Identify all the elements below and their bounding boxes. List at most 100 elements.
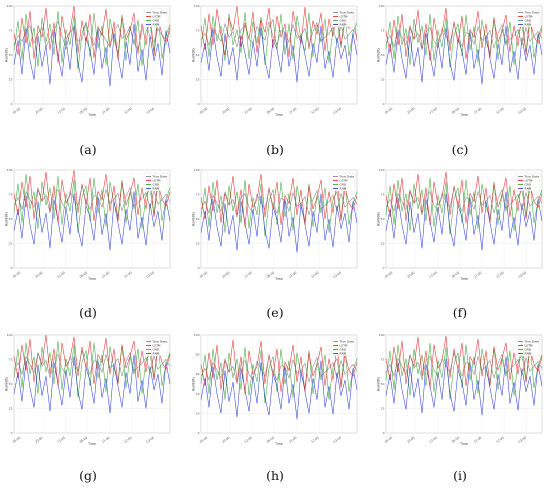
series-line-rnn: [385, 191, 543, 251]
x-tick-label: 12:00: [495, 106, 504, 114]
x-tick-label: 20:00: [221, 106, 230, 114]
series-line-rnn: [13, 23, 171, 87]
y-tick-label: 75: [196, 29, 200, 33]
caption-d: (d): [79, 305, 97, 320]
caption-i: (i): [453, 468, 467, 483]
y-tick-label: 50: [196, 217, 200, 221]
x-tick-label: 06:00: [451, 106, 460, 114]
legend-label: GRU: [153, 19, 160, 23]
x-tick-label: 21:00: [101, 435, 110, 443]
x-tick-label: 06:00: [451, 270, 460, 278]
x-tick-label: 20:00: [34, 106, 43, 114]
x-tick-label: 05:00: [12, 106, 21, 114]
series-line-true-data: [200, 21, 358, 48]
x-tick-label: 20:00: [221, 270, 230, 278]
legend-label: GRU: [525, 348, 532, 352]
chart-f: 0 25 50 75 100 05:00 20:00 11:00 06:00 21:00 12:00…: [377, 168, 543, 281]
y-tick-label: 25: [9, 242, 13, 246]
chart-panel-f: 0 25 50 75 100 05:00 20:00 11:00 06:00 21:00 12:00…: [376, 168, 546, 293]
y-axis-label: Humidity: [377, 48, 381, 63]
x-tick-label: 03:00: [333, 270, 342, 278]
x-tick-label: 06:00: [79, 106, 88, 114]
y-tick-label: 100: [379, 168, 385, 172]
series-line-true-data: [13, 350, 171, 379]
legend-label: GRU: [340, 348, 347, 352]
x-tick-label: 11:00: [428, 435, 437, 443]
y-tick-label: 50: [9, 53, 13, 57]
legend-box: [330, 172, 356, 192]
legend-label: RNN: [340, 23, 347, 27]
x-tick-label: 21:00: [473, 435, 482, 443]
x-tick-label: 05:00: [384, 435, 393, 443]
x-tick-label: 12:00: [310, 270, 319, 278]
legend-label: LSTM: [525, 15, 533, 19]
series-line-rnn: [200, 360, 358, 420]
caption-b: (b): [266, 142, 284, 157]
chart-h: 0 20 40 60 80 100 05:00 20:00 11:00 06:00 21:00 12:…: [192, 333, 358, 446]
y-tick-label: 0: [383, 266, 385, 270]
y-tick-label: 100: [194, 4, 200, 8]
legend-label: LSTM: [340, 179, 348, 183]
series-line-true-data: [200, 356, 358, 385]
y-tick-label: 50: [381, 217, 385, 221]
y-tick-label: 50: [381, 53, 385, 57]
x-tick-label: 03:00: [146, 435, 155, 443]
legend-label: RNN: [153, 352, 160, 356]
x-axis-label: Time: [459, 113, 468, 117]
legend-box: [143, 337, 169, 357]
y-tick-label: 40: [196, 392, 200, 396]
y-tick-label: 75: [381, 29, 385, 33]
x-tick-label: 12:00: [123, 270, 132, 278]
chart-panel-e: 0 25 50 75 100 05:00 20:00 11:00 06:00 21:00 12:00…: [191, 168, 361, 293]
chart-panel-b: 0 25 50 75 100 05:00 20:00 11:00 06:00 21:00 12:00…: [191, 4, 361, 129]
x-axis-label: Time: [459, 277, 468, 281]
x-tick-label: 03:00: [518, 106, 527, 114]
x-tick-label: 06:00: [266, 106, 275, 114]
y-tick-label: 0: [383, 431, 385, 435]
x-axis-label: Time: [274, 113, 283, 117]
chart-panel-h: 0 20 40 60 80 100 05:00 20:00 11:00 06:00 21:00 12:…: [191, 333, 361, 458]
y-tick-label: 0: [198, 102, 200, 106]
x-tick-label: 21:00: [288, 435, 297, 443]
x-tick-label: 11:00: [56, 106, 65, 114]
x-tick-label: 05:00: [384, 106, 393, 114]
y-tick-label: 0: [11, 266, 13, 270]
series-line-rnn: [385, 356, 543, 416]
y-tick-label: 0: [11, 102, 13, 106]
y-tick-label: 100: [379, 333, 385, 337]
y-axis-label: Humidity: [192, 212, 196, 227]
legend-label: True Data: [339, 340, 355, 344]
x-tick-label: 20:00: [34, 270, 43, 278]
y-tick-label: 25: [196, 78, 200, 82]
legend-box: [143, 172, 169, 192]
x-tick-label: 21:00: [101, 270, 110, 278]
y-axis-label: Humidity: [5, 212, 9, 227]
legend-label: RNN: [340, 352, 347, 356]
x-tick-label: 05:00: [384, 270, 393, 278]
legend-label: RNN: [525, 352, 532, 356]
y-tick-label: 25: [381, 78, 385, 82]
chart-panel-g: 0 25 50 75 100 05:00 20:00 11:00 06:00 21:00 12:00…: [4, 333, 174, 458]
y-tick-label: 100: [7, 333, 13, 337]
y-tick-label: 80: [196, 353, 200, 357]
legend-label: RNN: [153, 23, 160, 27]
series-line-true-data: [385, 352, 543, 381]
legend-label: True Data: [339, 11, 355, 15]
y-axis-label: Humidity: [377, 377, 381, 392]
series-line-rnn: [13, 191, 171, 251]
y-tick-label: 75: [381, 358, 385, 362]
x-tick-label: 20:00: [406, 435, 415, 443]
x-axis-label: Time: [459, 442, 468, 446]
y-tick-label: 100: [7, 168, 13, 172]
legend-label: RNN: [153, 187, 160, 191]
x-tick-label: 11:00: [428, 106, 437, 114]
x-tick-label: 05:00: [12, 270, 21, 278]
y-axis-label: Humidity: [5, 377, 9, 392]
series-line-rnn: [200, 25, 358, 83]
x-axis-label: Time: [87, 113, 96, 117]
x-tick-label: 05:00: [12, 435, 21, 443]
x-tick-label: 11:00: [243, 270, 252, 278]
legend-label: LSTM: [153, 344, 161, 348]
y-tick-label: 25: [381, 242, 385, 246]
y-tick-label: 0: [198, 266, 200, 270]
